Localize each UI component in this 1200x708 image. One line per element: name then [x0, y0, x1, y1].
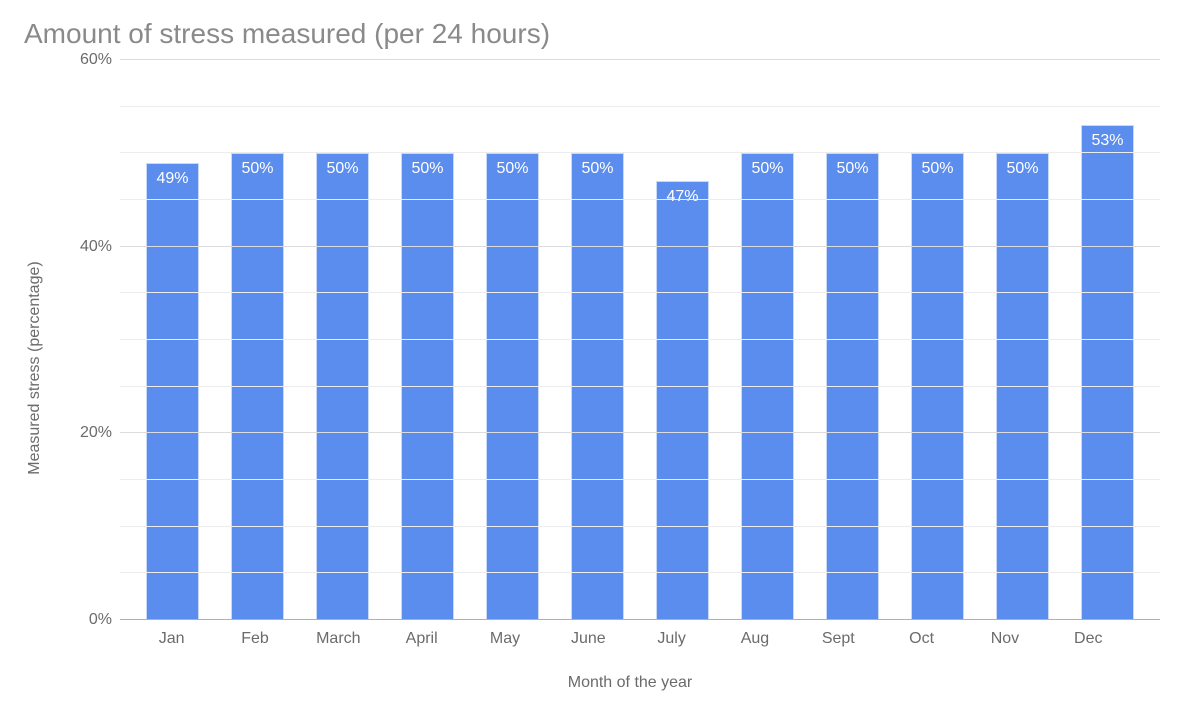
x-tick-label: March — [297, 630, 380, 648]
bar-value-label: 50% — [326, 160, 358, 178]
gridline-minor — [120, 339, 1160, 340]
bar-slot: 49% — [130, 60, 215, 620]
gridline-minor — [120, 199, 1160, 200]
bar-slot: 50% — [385, 60, 470, 620]
y-axis-label: Measured stress (percentage) — [26, 261, 44, 474]
gridline-major — [120, 432, 1160, 433]
bar-value-label: 50% — [241, 160, 273, 178]
x-tick-label: Aug — [713, 630, 796, 648]
x-baseline — [120, 619, 1160, 620]
stress-bar-chart: Amount of stress measured (per 24 hours)… — [0, 0, 1200, 708]
bar-value-label: 50% — [836, 160, 868, 178]
bar-value-label: 53% — [1091, 132, 1123, 150]
gridline-minor — [120, 479, 1160, 480]
bar-value-label: 50% — [411, 160, 443, 178]
bar-slot: 50% — [810, 60, 895, 620]
bar-value-label: 50% — [921, 160, 953, 178]
gridline-minor — [120, 572, 1160, 573]
bar: 50% — [826, 153, 879, 620]
bar-slot: 53% — [1065, 60, 1150, 620]
bar-value-label: 47% — [666, 188, 698, 206]
y-ticks: 0%20%40%60% — [50, 60, 120, 620]
x-tick-label: July — [630, 630, 713, 648]
bar-value-label: 50% — [496, 160, 528, 178]
bar-slot: 50% — [725, 60, 810, 620]
gridline-major — [120, 246, 1160, 247]
x-tick-label: Oct — [880, 630, 963, 648]
bar: 50% — [316, 153, 369, 620]
bar: 50% — [401, 153, 454, 620]
bar-value-label: 50% — [751, 160, 783, 178]
bar: 50% — [911, 153, 964, 620]
x-tick-label: May — [463, 630, 546, 648]
x-ticks: JanFebMarchAprilMayJuneJulyAugSeptOctNov… — [120, 630, 1140, 648]
bar: 47% — [656, 181, 709, 620]
bar-value-label: 49% — [156, 170, 188, 188]
bar: 50% — [996, 153, 1049, 620]
x-tick-label: June — [547, 630, 630, 648]
x-tick-label: Sept — [797, 630, 880, 648]
y-tick-label: 60% — [80, 51, 112, 69]
x-tick-label: Jan — [130, 630, 213, 648]
gridline-minor — [120, 106, 1160, 107]
bar-slot: 50% — [470, 60, 555, 620]
gridline-minor — [120, 292, 1160, 293]
y-tick-label: 20% — [80, 424, 112, 442]
x-tick-label: Nov — [963, 630, 1046, 648]
x-tick-label: April — [380, 630, 463, 648]
bar-slot: 50% — [300, 60, 385, 620]
bar-slot: 50% — [555, 60, 640, 620]
bar: 50% — [231, 153, 284, 620]
gridline-major — [120, 59, 1160, 60]
gridline-minor — [120, 526, 1160, 527]
bar-slot: 47% — [640, 60, 725, 620]
x-tick-label: Feb — [213, 630, 296, 648]
y-axis-label-col: Measured stress (percentage) — [20, 60, 50, 620]
bar: 50% — [486, 153, 539, 620]
plot-area: 49% 50% 50% 50% 50% 50% 47% 50% 50% 50% 50% 53% — [120, 60, 1160, 620]
y-tick-label: 40% — [80, 238, 112, 256]
x-ticks-row: JanFebMarchAprilMayJuneJulyAugSeptOctNov… — [120, 620, 1140, 648]
x-axis-label: Month of the year — [120, 674, 1140, 692]
bar-value-label: 50% — [1006, 160, 1038, 178]
bar-slot: 50% — [895, 60, 980, 620]
chart-title: Amount of stress measured (per 24 hours) — [24, 18, 1180, 50]
bar-slot: 50% — [980, 60, 1065, 620]
bars-container: 49% 50% 50% 50% 50% 50% 47% 50% 50% 50% 50% 53% — [120, 60, 1160, 620]
bar: 50% — [741, 153, 794, 620]
y-tick-label: 0% — [89, 611, 112, 629]
gridline-minor — [120, 386, 1160, 387]
plot-row: Measured stress (percentage) 0%20%40%60%… — [20, 60, 1180, 620]
bar: 50% — [571, 153, 624, 620]
x-tick-label: Dec — [1047, 630, 1130, 648]
bar-slot: 50% — [215, 60, 300, 620]
bar-value-label: 50% — [581, 160, 613, 178]
bar: 49% — [146, 163, 199, 620]
gridline-minor — [120, 152, 1160, 153]
